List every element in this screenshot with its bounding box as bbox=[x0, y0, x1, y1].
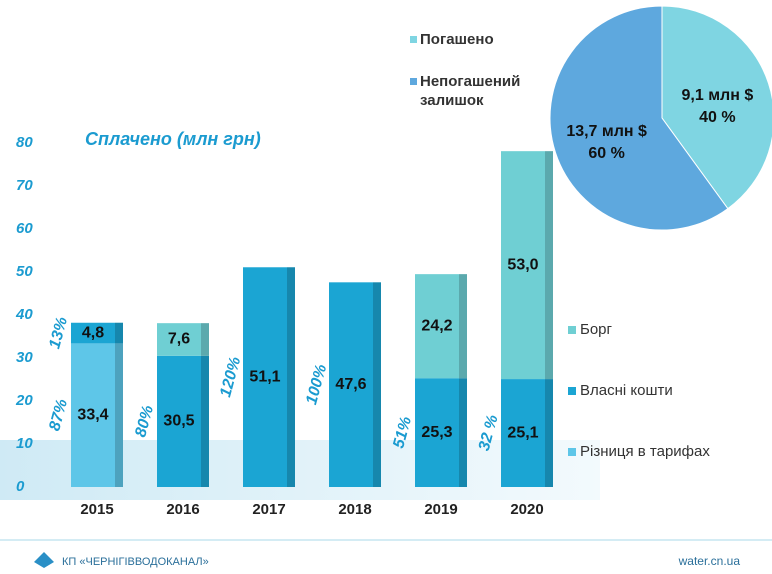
y-tick-label: 10 bbox=[16, 435, 33, 452]
percent-label: 87% bbox=[46, 397, 71, 432]
data-label: 47,6 bbox=[335, 376, 366, 393]
bar-segment bbox=[415, 378, 467, 487]
data-label: 4,8 bbox=[82, 324, 104, 341]
bar-side bbox=[115, 343, 123, 487]
pie-amount: 13,7 млн $ bbox=[566, 123, 647, 140]
bar-segment bbox=[71, 322, 123, 344]
bar-side bbox=[287, 267, 295, 487]
bar-side bbox=[201, 323, 209, 356]
legend-label: Різниця в тарифах bbox=[580, 443, 710, 460]
bar-side bbox=[115, 322, 123, 344]
footer-site: water.cn.ua bbox=[678, 554, 741, 568]
legend-label: Погашено bbox=[420, 31, 494, 48]
x-tick-label: 2019 bbox=[424, 501, 457, 518]
x-tick-label: 2020 bbox=[510, 501, 543, 518]
bar-segment bbox=[157, 323, 209, 356]
bar-segment bbox=[501, 151, 553, 380]
y-tick-label: 20 bbox=[15, 392, 33, 409]
footer-org: КП «ЧЕРНІГІВВОДОКАНАЛ» bbox=[62, 556, 209, 568]
x-tick-label: 2017 bbox=[252, 501, 285, 518]
legend-swatch bbox=[410, 78, 417, 85]
percent-label: 80% bbox=[132, 404, 157, 439]
data-label: 53,0 bbox=[507, 256, 538, 273]
y-tick-label: 60 bbox=[16, 220, 33, 237]
bar-segment bbox=[243, 267, 295, 487]
percent-label: 100% bbox=[303, 363, 330, 407]
y-tick-label: 80 bbox=[16, 134, 33, 151]
bar-side bbox=[545, 379, 553, 487]
data-label: 25,3 bbox=[421, 424, 452, 441]
pie-percent: 40 % bbox=[699, 109, 735, 126]
logo bbox=[34, 552, 54, 568]
percent-label: 13% bbox=[46, 315, 71, 350]
x-tick-label: 2018 bbox=[338, 501, 371, 518]
legend-swatch bbox=[410, 36, 417, 43]
x-tick-label: 2016 bbox=[166, 501, 199, 518]
data-label: 25,1 bbox=[507, 424, 538, 441]
bar-segment bbox=[329, 282, 381, 487]
bar-segment bbox=[71, 343, 123, 487]
bar-side bbox=[459, 274, 467, 379]
bar-side bbox=[373, 282, 381, 487]
bar-side bbox=[201, 355, 209, 487]
bar-segment bbox=[415, 274, 467, 379]
data-label: 30,5 bbox=[163, 413, 194, 430]
y-tick-label: 40 bbox=[15, 306, 33, 323]
data-label: 7,6 bbox=[168, 331, 190, 348]
subtitle: Сплачено (млн грн) bbox=[85, 129, 261, 149]
legend-label: Власні кошти bbox=[580, 382, 673, 399]
bar-segment bbox=[501, 379, 553, 487]
legend-label: Борг bbox=[580, 321, 613, 338]
pie-slice bbox=[549, 5, 729, 231]
y-tick-label: 30 bbox=[16, 349, 33, 366]
y-tick-label: 50 bbox=[16, 263, 33, 280]
bar-side bbox=[545, 151, 553, 380]
pie-amount: 9,1 млн $ bbox=[682, 87, 754, 104]
legend-label: Непогашений залишок bbox=[420, 73, 521, 109]
bar-side bbox=[459, 378, 467, 487]
data-label: 33,4 bbox=[77, 406, 108, 423]
legend-swatch bbox=[568, 326, 576, 334]
data-label: 51,1 bbox=[249, 368, 280, 385]
percent-label: 120% bbox=[217, 355, 244, 399]
data-label: 24,2 bbox=[421, 317, 452, 334]
pie-slice bbox=[661, 5, 772, 210]
x-tick-label: 2015 bbox=[80, 501, 113, 518]
legend-swatch bbox=[568, 448, 576, 456]
y-tick-label: 70 bbox=[16, 177, 33, 194]
bar-segment bbox=[157, 355, 209, 487]
legend-swatch bbox=[568, 387, 576, 395]
pie-percent: 60 % bbox=[588, 145, 624, 162]
y-tick-label: 0 bbox=[16, 478, 25, 495]
